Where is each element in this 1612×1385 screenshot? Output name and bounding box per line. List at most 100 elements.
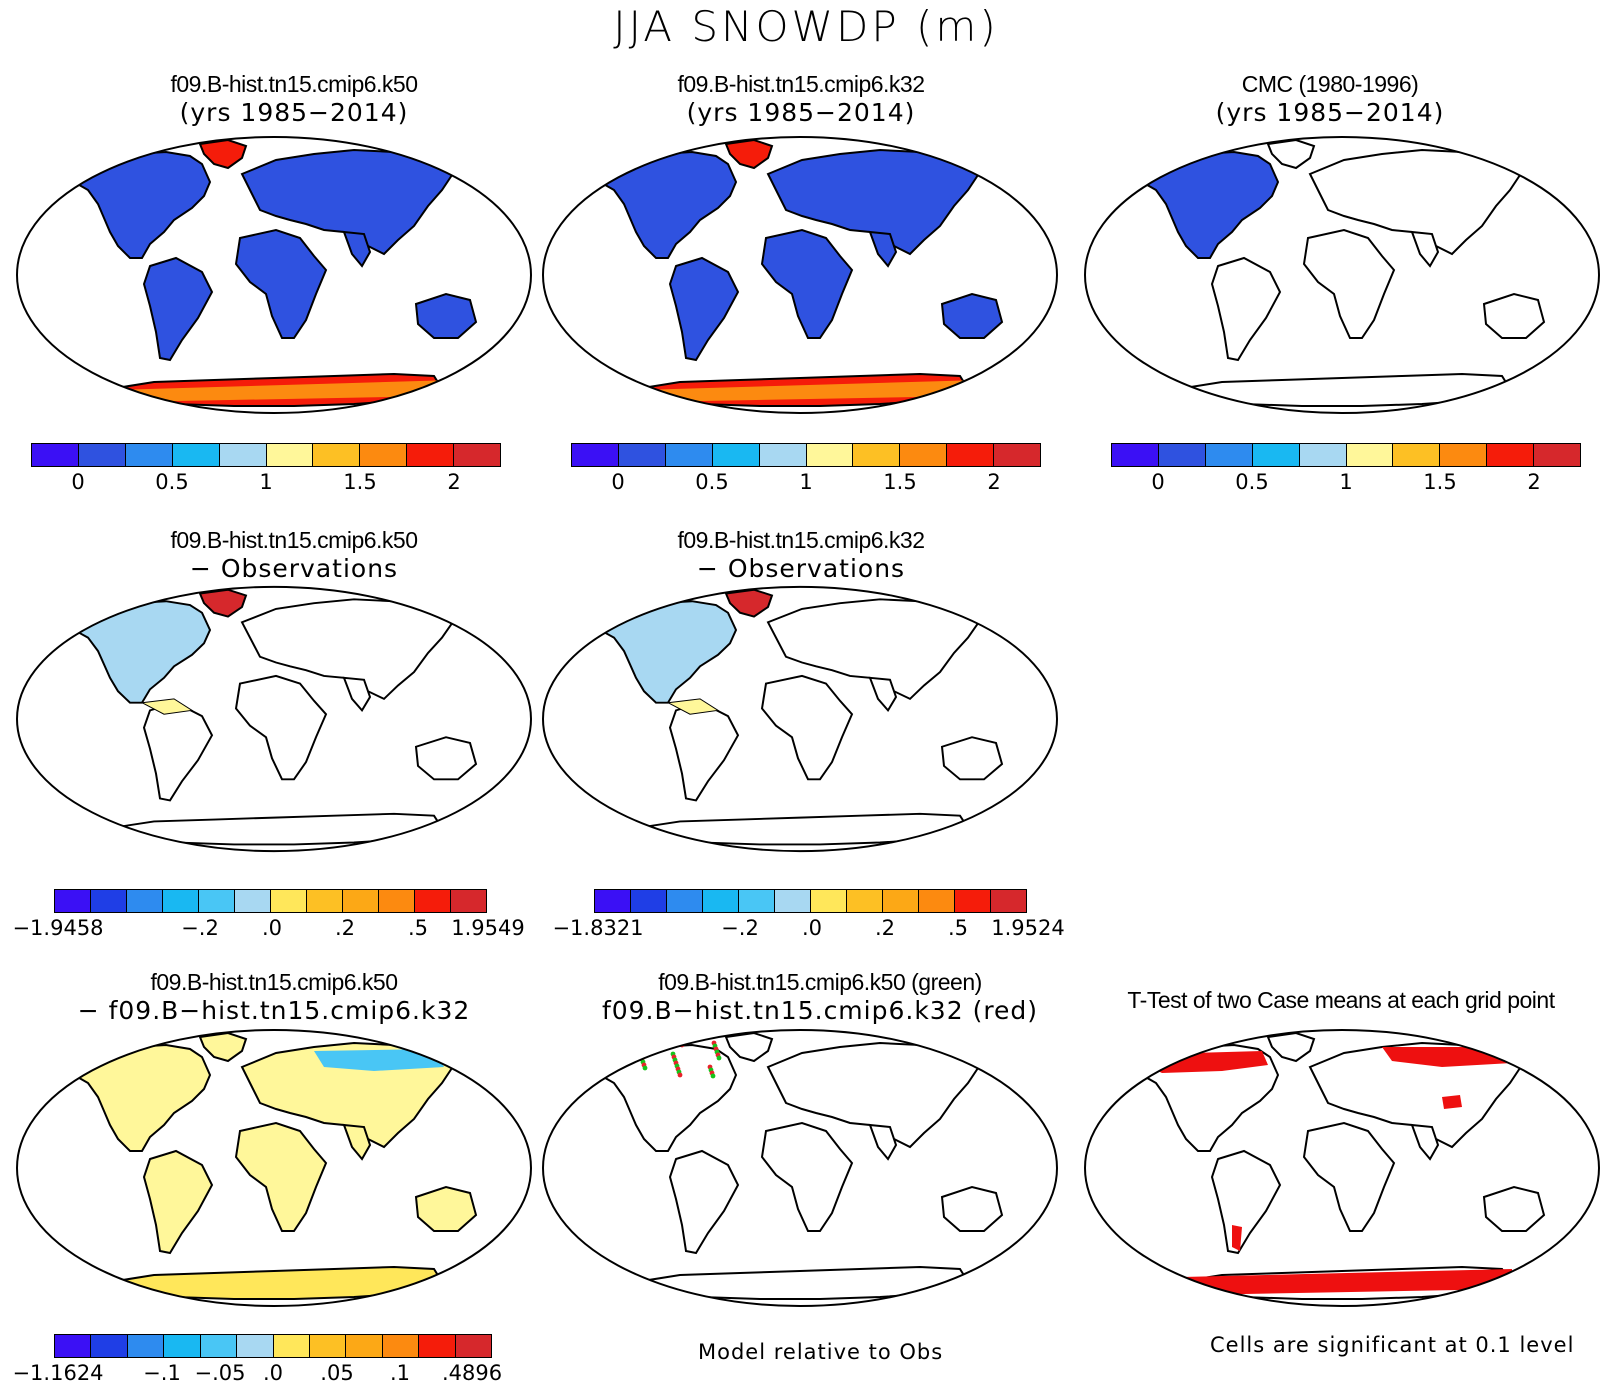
relative-dot <box>716 1055 722 1061</box>
continent-eurasia <box>766 1041 982 1149</box>
continent-antarctica <box>627 1265 972 1300</box>
antarctic-snow-band <box>640 380 980 402</box>
continent-australia <box>1482 1185 1546 1232</box>
colorbar-swatch <box>811 890 847 912</box>
colorbar-label: .5 <box>947 916 969 940</box>
panel-title-ttest: T-Test of two Case means at each grid po… <box>1070 986 1612 1014</box>
continent-greenland <box>1266 1031 1316 1063</box>
continent-eurasia <box>1308 148 1524 256</box>
map-border <box>542 136 1058 414</box>
relative-dot <box>637 1050 643 1056</box>
continent-greenland <box>724 588 774 618</box>
colorbar-label: .0 <box>261 916 283 940</box>
diff-patch <box>314 1049 444 1071</box>
colorbar-label: −1.8321 <box>552 916 644 940</box>
map-k50-minus-k32 <box>16 1029 532 1307</box>
continent-india <box>868 230 898 268</box>
continent-africa <box>1302 1121 1396 1232</box>
colorbar-swatch <box>618 444 666 466</box>
diff-patch <box>140 698 194 715</box>
colorbar-swatch <box>237 1335 274 1357</box>
significance-region <box>1442 1095 1462 1109</box>
continent-greenland <box>724 138 774 170</box>
relative-dot <box>638 1053 644 1059</box>
antarctic-snow-band <box>114 380 454 402</box>
colorbar-swatch <box>91 1335 128 1357</box>
map-k32-minus-obs <box>542 585 1058 853</box>
relative-dot <box>677 1072 683 1078</box>
colorbar-label: .5 <box>407 916 429 940</box>
map-cmc-obs <box>1084 136 1600 414</box>
map-ttest <box>1084 1029 1600 1307</box>
continent-australia <box>414 736 478 781</box>
colorbar-swatch <box>271 890 307 912</box>
relative-dot <box>642 1065 648 1071</box>
colorbar-swatch <box>360 444 408 466</box>
colorbar-swatch <box>266 444 314 466</box>
continent-northamerica <box>1140 150 1280 259</box>
colorbar-label: −1.1624 <box>12 1361 104 1385</box>
significance-region <box>1232 1225 1242 1251</box>
continent-eurasia <box>766 598 982 701</box>
colorbar-swatch <box>759 444 807 466</box>
colorbar-swatch <box>947 444 995 466</box>
continent-greenland <box>198 138 248 170</box>
colorbar-label: .0 <box>801 916 823 940</box>
colorbar-swatch <box>883 890 919 912</box>
continent-southamerica <box>668 701 740 802</box>
colorbar-swatch <box>1158 444 1206 466</box>
panel-title-k50-minus-k32: f09.B-hist.tn15.cmip6.k50 − f09.B−hist.t… <box>14 968 534 1026</box>
continent-india <box>342 230 372 268</box>
map-border <box>542 585 1058 853</box>
continent-antarctica <box>101 812 446 846</box>
colorbar-swatch <box>125 444 173 466</box>
colorbar-label: 2 <box>1527 470 1541 494</box>
colorbar-swatch <box>379 890 415 912</box>
relative-dot <box>633 1038 639 1044</box>
colorbar-swatch <box>346 1335 383 1357</box>
continent-africa <box>760 674 854 781</box>
colorbar-swatch <box>631 890 667 912</box>
continent-australia <box>940 1185 1004 1232</box>
colorbar-swatch <box>919 890 955 912</box>
colorbar-swatch <box>172 444 220 466</box>
colorbar-swatch <box>273 1335 310 1357</box>
map-k50-mean <box>16 136 532 414</box>
colorbar-swatch <box>91 890 127 912</box>
continent-southamerica <box>1210 1149 1282 1255</box>
colorbar-label: 1 <box>1339 470 1353 494</box>
colorbar-swatch <box>313 444 361 466</box>
relative-dot <box>634 1041 640 1047</box>
panel-title-line1: f09.B-hist.tn15.cmip6.k50 <box>150 969 398 995</box>
panel-title-k32-mean: f09.B-hist.tn15.cmip6.k32 (yrs 1985−2014… <box>541 70 1061 128</box>
colorbar-abs-1 <box>31 443 501 467</box>
relative-dot <box>710 1073 716 1079</box>
colorbar-label: 0.5 <box>695 470 729 494</box>
colorbar-swatch <box>164 1335 201 1357</box>
continent-northamerica <box>598 150 738 259</box>
map-border <box>1084 1029 1600 1307</box>
colorbar-swatch <box>712 444 760 466</box>
panel-title-line2: f09.B−hist.tn15.cmip6.k32 (red) <box>601 996 1039 1025</box>
colorbar-swatch <box>955 890 991 912</box>
continent-eurasia <box>1308 1041 1524 1149</box>
colorbar-swatch <box>1393 444 1441 466</box>
colorbar-swatch <box>991 890 1026 912</box>
continent-africa <box>760 228 854 339</box>
colorbar-swatch <box>235 890 271 912</box>
colorbar-swatch <box>343 890 379 912</box>
continent-india <box>868 1123 898 1161</box>
continent-antarctica <box>101 1265 446 1300</box>
colorbar-swatch <box>775 890 811 912</box>
continent-india <box>868 676 898 713</box>
continent-greenland <box>198 588 248 618</box>
relative-dot <box>636 1047 642 1053</box>
panel-title-line1: f09.B-hist.tn15.cmip6.k32 <box>677 71 925 97</box>
panel-title-line2: − Observations <box>189 554 399 583</box>
colorbar-label: .05 <box>320 1361 354 1385</box>
map-border <box>16 136 532 414</box>
continent-northamerica <box>72 1043 212 1152</box>
colorbar-swatch <box>1440 444 1488 466</box>
colorbar-swatch <box>703 890 739 912</box>
colorbar-swatch <box>739 890 775 912</box>
